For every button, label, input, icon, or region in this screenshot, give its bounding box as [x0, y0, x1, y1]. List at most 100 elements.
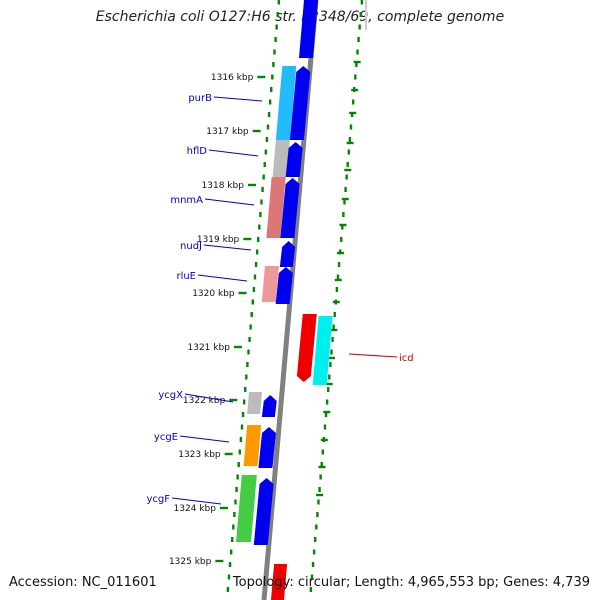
gc-dot-inner	[239, 437, 243, 442]
gc-dot-outer	[318, 487, 321, 492]
gene-label-line	[203, 244, 252, 251]
gc-dot-inner	[232, 524, 235, 530]
gc-dash	[344, 168, 352, 172]
gc-dot-outer	[347, 149, 351, 155]
gene-label-line	[184, 393, 234, 403]
gene-label-line	[208, 149, 259, 157]
cog-block	[266, 177, 286, 238]
gc-dot-outer	[357, 37, 360, 42]
gene-label: icd	[399, 353, 414, 364]
tick-label: 1325 kbp	[169, 557, 212, 567]
gc-dot-inner	[242, 399, 246, 405]
gc-dot-outer	[356, 49, 359, 55]
cog-block	[236, 475, 257, 542]
gc-dot-inner	[237, 462, 240, 467]
gc-dot-outer	[346, 162, 349, 167]
tick-label: 1319 kbp	[197, 235, 240, 245]
gc-dot-outer	[337, 262, 341, 267]
gc-dot-outer	[316, 512, 319, 517]
gc-dot-inner	[274, 37, 277, 42]
gc-dash	[339, 223, 347, 227]
gc-dot-inner	[247, 349, 250, 355]
gc-dash	[332, 300, 340, 304]
gc-dot-outer	[332, 324, 335, 330]
gc-dot-inner	[276, 12, 279, 17]
gc-dot-inner	[273, 49, 276, 55]
gc-dot-inner	[254, 262, 258, 267]
gc-dot-inner	[271, 74, 274, 80]
tick-marks: 1316 kbp 1317 kbp 1318 kbp 1319 kbp 1320 kbp…	[169, 73, 266, 567]
gc-dot-outer	[330, 349, 333, 355]
cds-arrow	[261, 395, 277, 417]
gc-dot-inner	[234, 499, 237, 505]
gc-dot-inner	[244, 387, 247, 392]
gc-dot-inner	[272, 62, 275, 67]
cog-block	[261, 266, 279, 302]
gc-dot-inner	[258, 224, 261, 230]
gene-label: ycgF	[146, 494, 170, 505]
tick-label: 1317 kbp	[206, 127, 249, 137]
cog-block	[312, 316, 333, 385]
gc-dot-inner	[233, 512, 236, 517]
gc-dot-inner	[270, 87, 273, 92]
gc-dash	[327, 356, 335, 360]
gc-dot-outer	[350, 112, 354, 117]
gene-label-line	[204, 198, 255, 206]
gc-dot-inner	[245, 374, 248, 380]
gc-dot-outer	[336, 274, 340, 280]
gc-dot-inner	[261, 187, 264, 192]
gc-dot-outer	[328, 374, 331, 380]
cog-block	[275, 66, 297, 140]
gene-label-line	[213, 96, 263, 102]
gc-dot-outer	[331, 337, 334, 342]
gc-dot-outer	[335, 287, 339, 292]
feature-tracks	[236, 0, 333, 600]
gc-dash	[323, 410, 331, 414]
gc-dot-outer	[325, 399, 329, 405]
gc-dash	[341, 197, 349, 201]
gc-dot-outer	[340, 237, 343, 242]
gc-dot-outer	[345, 174, 348, 180]
cds-arrow	[296, 314, 317, 382]
gc-dash	[325, 382, 333, 386]
gc-dot-outer	[310, 574, 314, 580]
tick-label: 1322 kbp	[183, 396, 226, 406]
cds-arrow	[275, 267, 293, 304]
gc-dot-outer	[359, 12, 362, 17]
cds-arrow	[289, 66, 311, 140]
gc-dot-outer	[344, 187, 347, 192]
gc-dot-outer	[327, 387, 330, 392]
cds-arrow	[253, 478, 274, 545]
gene-label: mnmA	[170, 195, 203, 206]
gc-dot-inner	[249, 324, 252, 330]
gc-dot-inner	[267, 112, 271, 117]
gc-dot-inner	[251, 299, 255, 305]
gc-dot-outer	[319, 474, 322, 480]
gc-dot-inner	[229, 549, 233, 555]
gc-dot-inner	[275, 24, 278, 30]
tick-label: 1324 kbp	[174, 504, 217, 514]
tick-label: 1316 kbp	[211, 73, 254, 83]
gc-dash	[320, 438, 328, 442]
gc-dot-inner	[255, 249, 259, 255]
tick-label: 1320 kbp	[192, 289, 235, 299]
cds-arrow	[258, 427, 276, 468]
gc-dot-inner	[277, 0, 281, 5]
gc-dot-inner	[257, 237, 260, 242]
gc-dash	[316, 493, 324, 497]
tick-label: 1323 kbp	[178, 450, 221, 460]
gc-dot-outer	[323, 424, 327, 430]
gc-dot-inner	[246, 362, 249, 367]
cds-arrow	[270, 564, 288, 600]
gc-dot-outer	[333, 312, 336, 317]
gc-dot-inner	[252, 287, 256, 292]
gc-dot-outer	[343, 199, 346, 205]
gc-dot-inner	[228, 562, 232, 567]
tick-label: 1318 kbp	[202, 181, 245, 191]
gc-dot-inner	[250, 312, 253, 317]
gc-dot-inner	[253, 274, 257, 280]
gene-label-line	[197, 274, 248, 282]
gc-dot-inner	[265, 137, 269, 142]
gc-dot-outer	[320, 462, 323, 467]
